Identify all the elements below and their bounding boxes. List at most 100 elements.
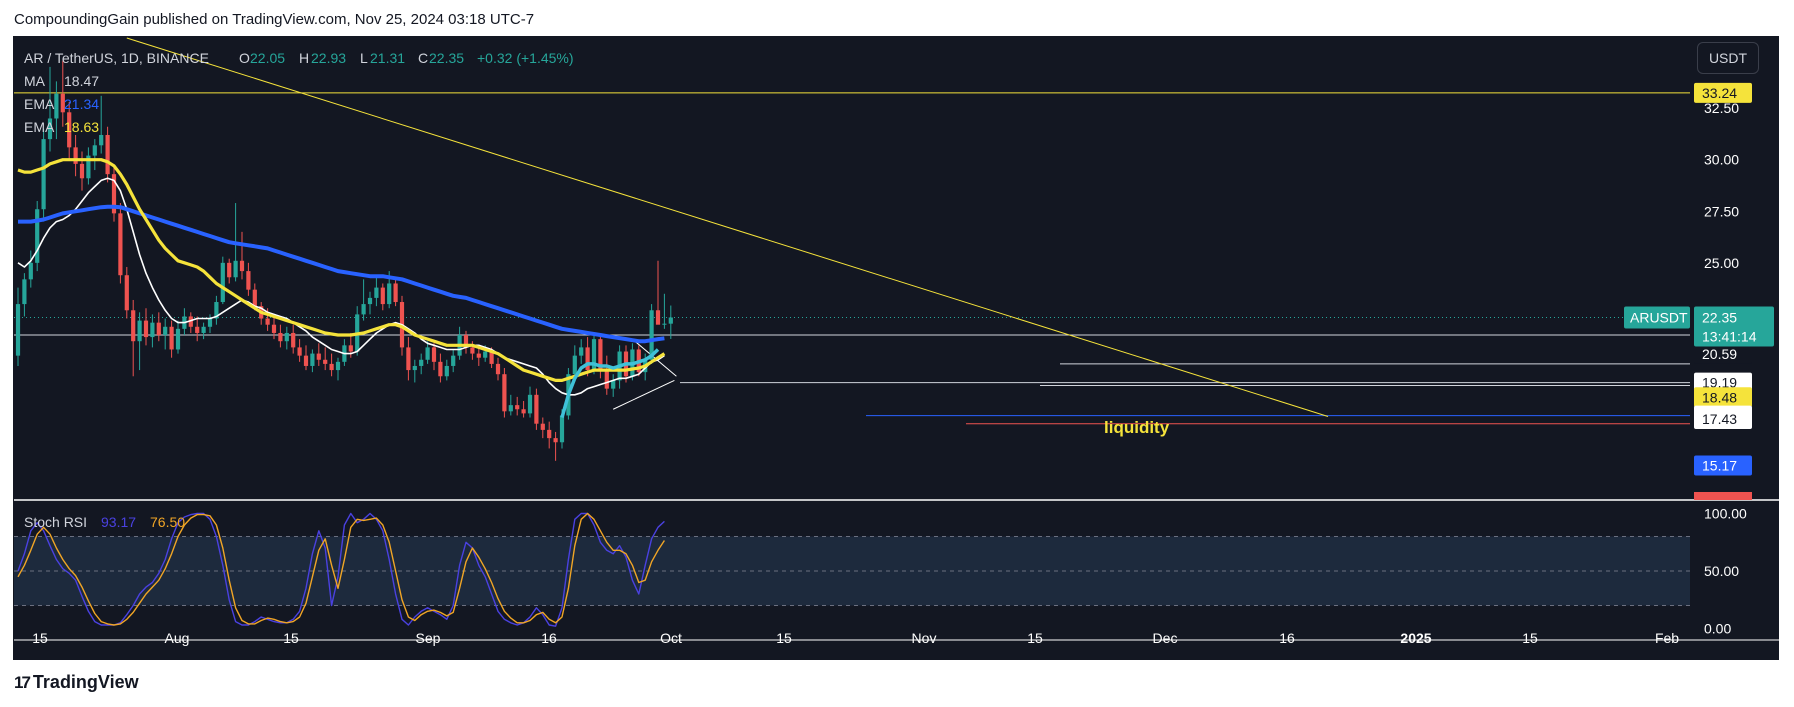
x-tick-label: 16: [1279, 630, 1295, 646]
candle-body: [655, 310, 661, 325]
candle-body: [495, 363, 501, 375]
candle-body: [201, 326, 206, 333]
candle-body: [105, 134, 110, 175]
candle-body: [367, 297, 373, 305]
legend-ema2-label: EMA: [24, 119, 55, 135]
candle-body: [47, 118, 53, 140]
y-tick-label: 27.50: [1704, 203, 1739, 219]
candle-body: [611, 380, 616, 389]
indicator-lines-layer: [17, 158, 666, 418]
candle-body: [335, 361, 341, 371]
candle-body: [22, 279, 27, 305]
candle-body: [521, 409, 526, 414]
tradingview-logo-icon: 17: [14, 672, 31, 692]
candle-body: [412, 365, 417, 371]
candle-body: [406, 347, 411, 371]
series-line-cyan: [560, 348, 660, 418]
x-tick-label: 15: [32, 630, 48, 646]
candle-body: [310, 353, 315, 366]
candle-body: [591, 339, 597, 371]
candle-body: [233, 260, 238, 278]
candle-body: [476, 353, 481, 358]
legend-open-label: O: [239, 50, 250, 66]
legend-symbol: AR / TetherUS, 1D, BINANCE: [24, 50, 209, 66]
candle-body: [86, 155, 91, 179]
legend-stoch-d: 76.50: [150, 514, 185, 530]
price-label-bg: [1694, 408, 1752, 429]
candle-body: [431, 347, 437, 362]
candle-body: [227, 262, 232, 278]
price-label-bg: [1694, 343, 1752, 364]
candle-body: [553, 438, 558, 443]
candle-body: [252, 289, 257, 307]
candle-body: [278, 332, 283, 342]
candle-body: [380, 287, 385, 305]
last-price-value: 22.35: [1702, 309, 1737, 325]
candle-body: [540, 423, 545, 430]
legend-low-value: 21.31: [370, 50, 405, 66]
x-tick-label: Dec: [1153, 630, 1178, 646]
grid-layer: [14, 499, 1779, 641]
tradingview-logo[interactable]: 17 TradingView: [14, 672, 139, 693]
series-line-ma: [17, 177, 665, 396]
candle-body: [361, 304, 366, 315]
candle-body: [137, 320, 142, 342]
candle-body: [284, 332, 289, 342]
legend-stoch-label: Stoch RSI: [24, 514, 87, 530]
candle-body: [67, 112, 72, 148]
candle-body: [604, 370, 609, 389]
candles-layer: [15, 60, 673, 461]
candle-body: [438, 361, 443, 377]
candle-body: [163, 326, 168, 336]
price-labels-layer: 33.2422.1020.5919.1918.4817.5917.4315.17…: [1624, 82, 1774, 500]
candle-body: [195, 326, 200, 333]
candle-body: [585, 347, 590, 371]
trendlines-layer: [126, 37, 1329, 417]
candle-body: [79, 163, 85, 179]
candle-body: [649, 310, 654, 360]
price-label-red-partial: [1694, 492, 1752, 500]
price-label-bg: [1694, 455, 1752, 476]
candle-body: [393, 283, 398, 303]
candle-body: [559, 415, 565, 443]
candle-body: [99, 134, 104, 146]
candle-body: [150, 322, 155, 338]
legend-high-value: 22.93: [311, 50, 346, 66]
candle-body: [547, 429, 552, 439]
stoch-band: [14, 536, 1690, 606]
candle-body: [54, 93, 59, 119]
candle-body: [118, 213, 123, 276]
legend-ema2-value: 18.63: [64, 119, 99, 135]
x-tick-label: 15: [283, 630, 299, 646]
series-line-ema: [17, 158, 666, 382]
candle-body: [425, 347, 430, 360]
price-label-bg: [1694, 387, 1752, 408]
price-label: 15.17: [1702, 458, 1737, 474]
x-tick-label: Oct: [660, 630, 682, 646]
candle-body: [419, 359, 424, 366]
candle-body: [169, 326, 174, 350]
candle-body: [207, 318, 213, 327]
x-tick-label: Sep: [416, 630, 441, 646]
candle-body: [35, 209, 40, 263]
candle-body: [502, 374, 507, 412]
candle-body: [271, 324, 277, 333]
candle-body: [131, 310, 136, 342]
x-tick-label: 15: [776, 630, 792, 646]
candle-body: [175, 328, 181, 350]
candle-body: [214, 302, 219, 319]
x-tick-label: Nov: [912, 630, 937, 646]
y-tick-label: 25.00: [1704, 255, 1739, 271]
candle-body: [92, 145, 97, 156]
candle-body: [668, 317, 673, 324]
stoch-rsi-layer: [14, 512, 1690, 627]
x-tick-label: 15: [1027, 630, 1043, 646]
candle-body: [41, 139, 46, 210]
candle-body: [348, 345, 353, 352]
candle-body: [508, 405, 513, 412]
candle-body: [60, 93, 65, 113]
legend-change: +0.32 (+1.45%): [477, 50, 574, 66]
currency-button[interactable]: USDT: [1697, 42, 1759, 74]
legend-stoch-k: 93.17: [101, 514, 136, 530]
